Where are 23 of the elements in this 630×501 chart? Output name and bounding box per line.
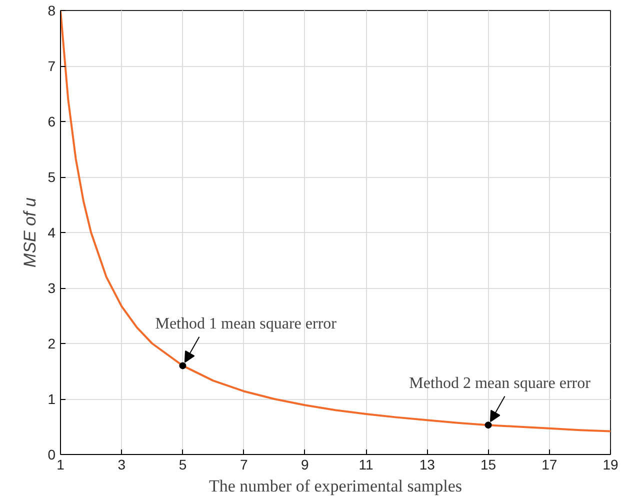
y-tick-label: 0 [48, 446, 56, 462]
y-tick-label: 1 [48, 391, 56, 407]
y-tick-label: 2 [48, 336, 56, 352]
x-tick-label: 7 [240, 456, 248, 472]
x-tick-label: 15 [480, 456, 496, 472]
annotation: Method 2 mean square error [409, 374, 592, 392]
x-tick-label: 9 [301, 456, 310, 472]
line-series [60, 10, 610, 432]
x-tick-label: 19 [602, 456, 618, 472]
y-tick-label: 4 [48, 224, 56, 240]
x-tick-label: 3 [118, 456, 126, 472]
annotation: Method 1 mean square error [155, 315, 338, 332]
x-tick-label: 11 [358, 456, 374, 472]
y-tick-label: 3 [48, 280, 56, 296]
x-tick-label: 5 [178, 456, 187, 472]
y-tick-label: 6 [48, 114, 56, 130]
y-tick-label: 8 [48, 2, 56, 18]
y-tick-label: 5 [48, 169, 56, 185]
x-tick-label: 13 [419, 456, 436, 472]
y-axis-title: MSE of u [20, 196, 40, 268]
x-tick-label: 17 [542, 456, 558, 472]
y-tick-label: 7 [48, 58, 56, 74]
x-axis-title: The number of experimental samples [208, 476, 462, 496]
